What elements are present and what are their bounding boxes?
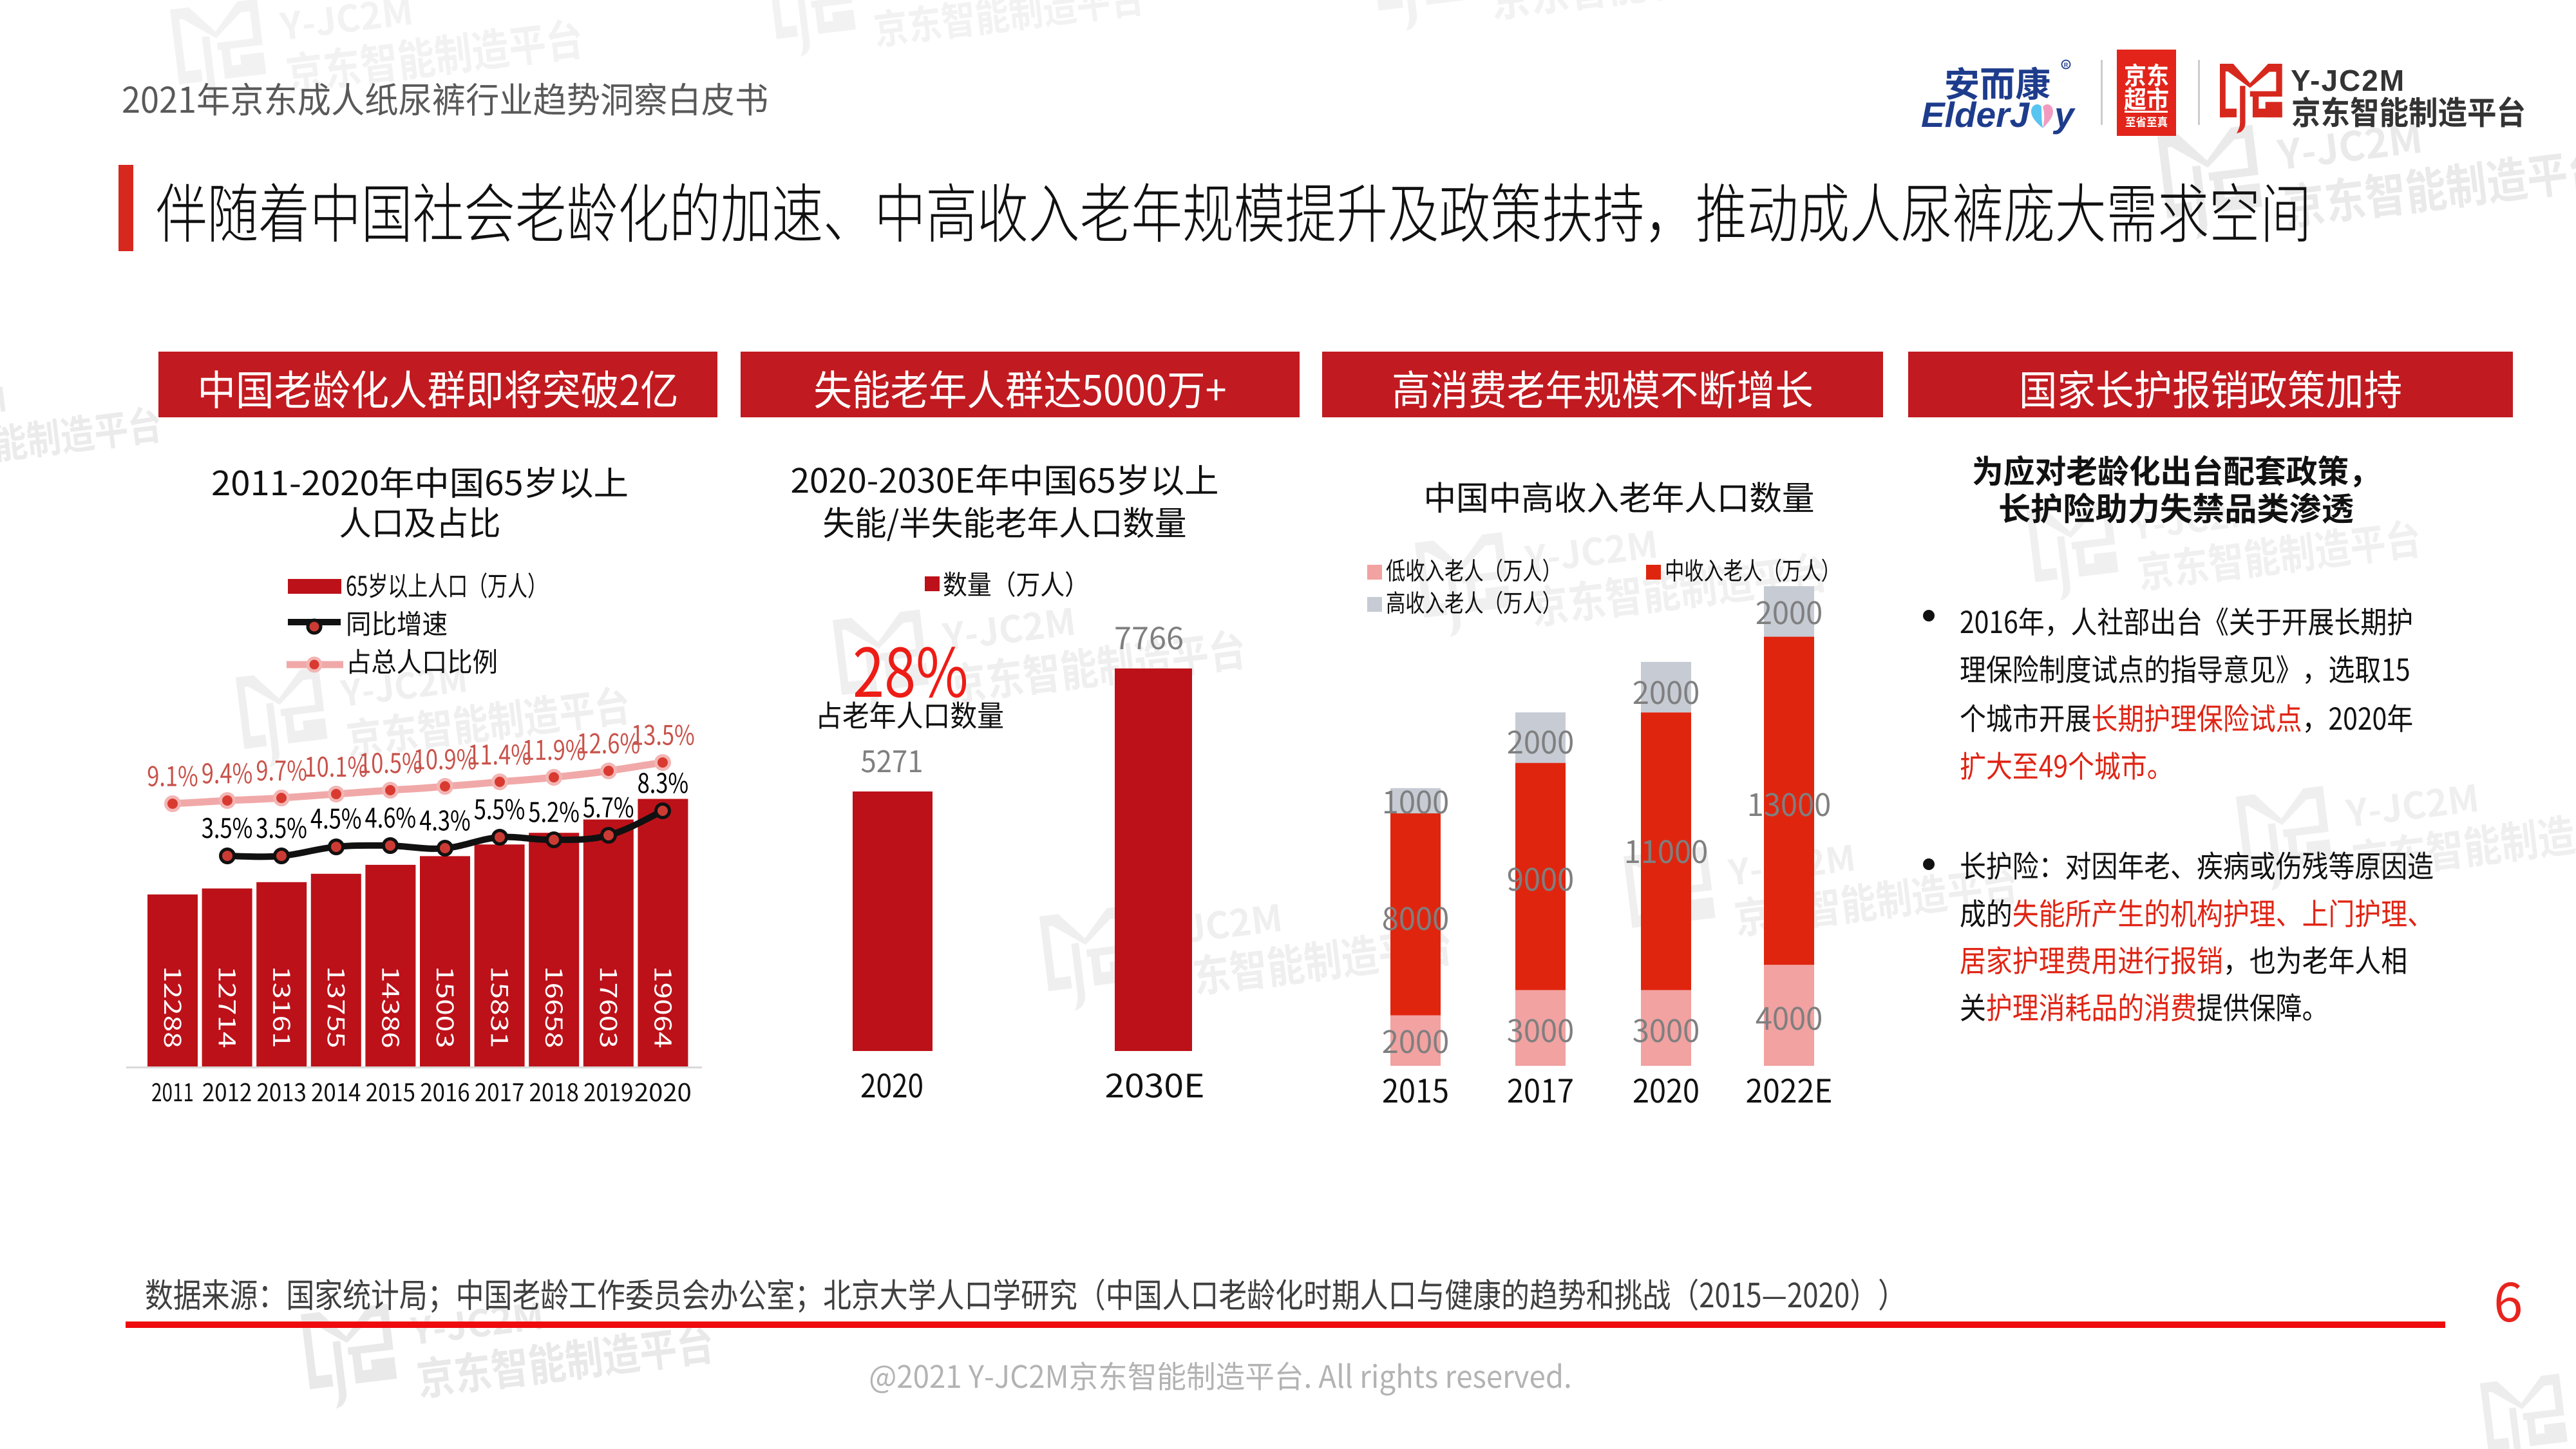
svg-text:ElderJ: ElderJ: [1921, 95, 2031, 135]
svg-text:R: R: [2064, 62, 2069, 68]
svg-text:y: y: [2052, 95, 2076, 135]
svg-text:Y-JC2M: Y-JC2M: [2291, 64, 2405, 97]
